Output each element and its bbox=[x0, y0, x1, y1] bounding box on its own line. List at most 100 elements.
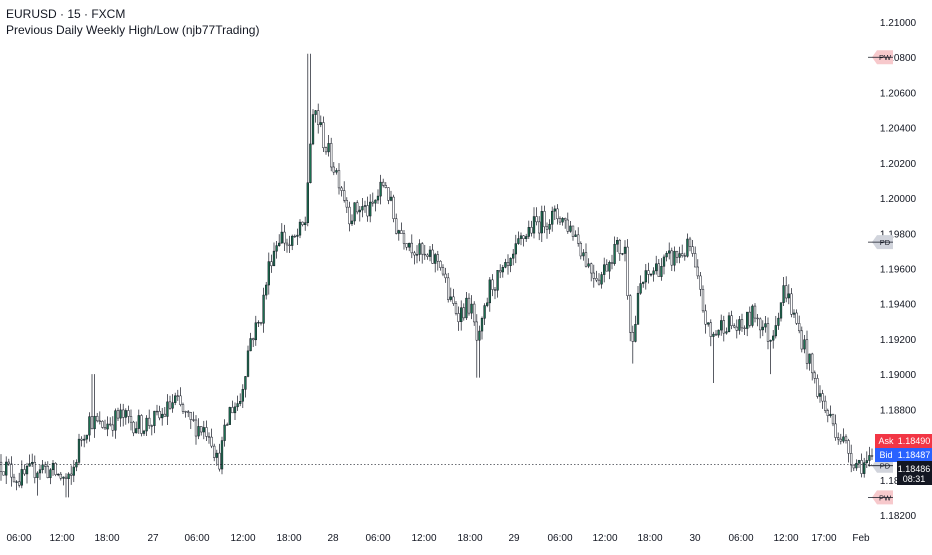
x-tick-label: 12:00 bbox=[49, 533, 74, 544]
chart-header: EURUSD · 15 · FXCM Previous Daily Weekly… bbox=[6, 6, 259, 38]
candle-body bbox=[535, 216, 538, 223]
candle-body bbox=[761, 326, 764, 331]
candle-body bbox=[392, 196, 395, 219]
candle-body bbox=[837, 437, 840, 440]
candle-body bbox=[623, 246, 627, 254]
candle-body bbox=[96, 415, 99, 422]
ask-label-tag[interactable] bbox=[875, 434, 897, 448]
candle-body bbox=[311, 114, 315, 145]
candle-body bbox=[101, 420, 104, 428]
candle-body bbox=[72, 466, 75, 476]
candle-body bbox=[839, 438, 842, 442]
candle-body bbox=[655, 263, 658, 272]
candle-body bbox=[813, 372, 816, 379]
candle-body bbox=[314, 110, 317, 115]
candle-body bbox=[366, 205, 369, 217]
candle-body bbox=[137, 415, 140, 429]
candle-body bbox=[753, 305, 757, 319]
candle-body bbox=[254, 322, 257, 341]
candle-body bbox=[850, 453, 853, 466]
indicator-title[interactable]: Previous Daily Weekly High/Low (njb77Tra… bbox=[6, 23, 260, 37]
candle-body bbox=[746, 311, 749, 329]
candle-body bbox=[499, 270, 502, 273]
candle-body bbox=[10, 463, 13, 478]
candle-body bbox=[857, 460, 861, 464]
last-price-tag[interactable] bbox=[897, 461, 932, 485]
candle-body bbox=[413, 252, 416, 256]
candle-body bbox=[582, 252, 585, 257]
candle-body bbox=[748, 311, 751, 326]
y-tick-label: 1.19800 bbox=[880, 229, 917, 240]
candle-body bbox=[545, 226, 549, 230]
candle-body bbox=[574, 234, 577, 237]
candle-body bbox=[790, 293, 793, 315]
candle-body bbox=[709, 322, 712, 337]
candle-body bbox=[834, 423, 837, 438]
candle-body bbox=[335, 170, 338, 173]
candle-body bbox=[569, 225, 572, 232]
candle-body bbox=[444, 273, 447, 279]
ask-label: Ask bbox=[878, 436, 894, 446]
candle-body bbox=[652, 270, 655, 275]
candle-body bbox=[106, 423, 109, 430]
candle-body bbox=[629, 295, 632, 333]
candle-body bbox=[389, 196, 393, 201]
x-tick-label: 18:00 bbox=[637, 533, 662, 544]
candle-body bbox=[233, 406, 237, 414]
candle-body bbox=[694, 253, 697, 268]
candle-body bbox=[228, 407, 231, 425]
candle-body bbox=[551, 210, 554, 225]
y-tick-label: 1.20400 bbox=[880, 124, 917, 135]
candle-body bbox=[283, 231, 286, 244]
candle-body bbox=[514, 243, 517, 255]
candle-body bbox=[246, 350, 250, 377]
candle-body bbox=[493, 289, 497, 291]
ask-price-tag[interactable] bbox=[897, 434, 932, 448]
candle-body bbox=[25, 465, 29, 475]
bid-label: Bid bbox=[879, 450, 892, 460]
pw-level-label: PW bbox=[879, 493, 892, 502]
candle-body bbox=[571, 225, 575, 237]
candle-body bbox=[613, 243, 616, 264]
y-tick-label: 1.21000 bbox=[880, 18, 917, 29]
x-tick-label: 06:00 bbox=[547, 533, 572, 544]
candle-body bbox=[774, 325, 777, 337]
candle-body bbox=[824, 400, 827, 411]
candle-body bbox=[475, 321, 478, 341]
candle-body bbox=[148, 417, 151, 426]
candle-body bbox=[387, 187, 390, 201]
bid-label-tag[interactable] bbox=[875, 448, 897, 462]
ask-price-value: 1.18490 bbox=[898, 436, 931, 446]
candle-body bbox=[603, 264, 606, 275]
candle-body bbox=[51, 462, 55, 471]
candle-body bbox=[23, 469, 26, 475]
candle-body bbox=[462, 307, 465, 319]
candle-body bbox=[262, 294, 265, 324]
symbol-title[interactable]: EURUSD · 15 · FXCM bbox=[6, 7, 126, 21]
x-tick-label: 18:00 bbox=[457, 533, 482, 544]
x-tick-label: 27 bbox=[147, 533, 159, 544]
candle-body bbox=[488, 279, 491, 304]
candle-body bbox=[785, 285, 788, 299]
candle-body bbox=[558, 218, 562, 223]
x-tick-label: 12:00 bbox=[230, 533, 255, 544]
x-tick-label: 17:00 bbox=[811, 533, 836, 544]
candle-body bbox=[501, 266, 504, 273]
y-tick-label: 1.19600 bbox=[880, 265, 917, 276]
bid-price-tag[interactable] bbox=[897, 448, 932, 462]
candle-body bbox=[5, 461, 8, 476]
x-tick-label: 12:00 bbox=[411, 533, 436, 544]
last-price-value: 1.18486 bbox=[898, 464, 931, 474]
x-tick-label: 06:00 bbox=[6, 533, 31, 544]
candle-body bbox=[241, 389, 244, 402]
candle-body bbox=[764, 323, 767, 328]
x-tick-label: Feb bbox=[852, 533, 870, 544]
candle-body bbox=[161, 413, 164, 419]
candle-body bbox=[860, 460, 863, 474]
candle-body bbox=[808, 353, 811, 364]
candle-body bbox=[270, 261, 273, 267]
candle-body bbox=[683, 255, 686, 257]
candle-body bbox=[473, 303, 476, 323]
